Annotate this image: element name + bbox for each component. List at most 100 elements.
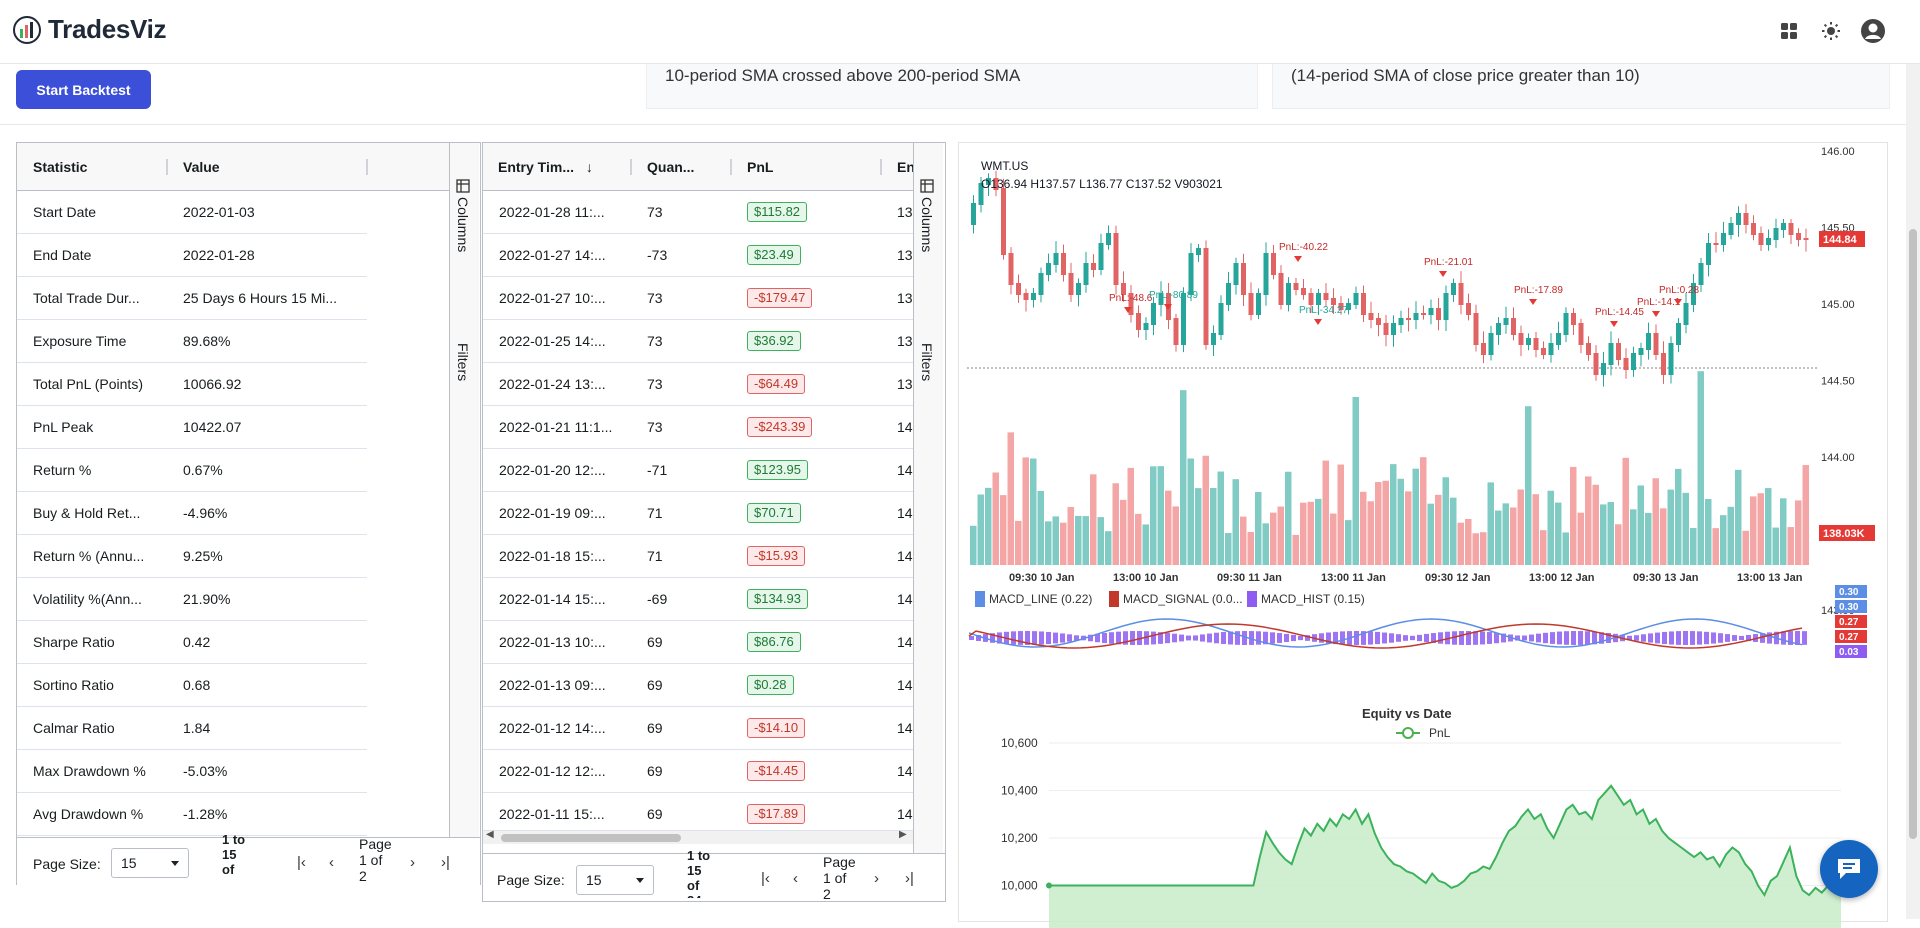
header-quantity[interactable]: Quan... (647, 159, 695, 175)
time-axis-tick: 09:30 11 Jan (1217, 572, 1282, 584)
exit-condition-box[interactable]: (14-period SMA of close price greater th… (1272, 64, 1890, 109)
macd-hist-bar (1319, 633, 1324, 643)
chat-support-button[interactable] (1820, 840, 1878, 898)
table-row[interactable]: Avg Drawdown % -1.28% (17, 793, 367, 836)
scroll-left-icon[interactable]: ◀ (486, 829, 494, 840)
candle-body (1293, 283, 1299, 290)
table-row[interactable]: Return % 0.67% (17, 449, 367, 492)
user-avatar-icon[interactable] (1860, 18, 1886, 44)
next-page-icon[interactable]: › (874, 870, 879, 887)
columns-tool-tab[interactable]: Columns (919, 179, 935, 252)
header-resize-handle[interactable] (880, 159, 882, 175)
horizontal-scrollbar[interactable]: ◀ ▶ (483, 829, 913, 844)
entry-condition-box[interactable]: 10-period SMA crossed above 200-period S… (646, 64, 1258, 109)
macd-hist-bar (1389, 633, 1394, 643)
table-row[interactable]: 2022-01-24 13:... 73 -$64.49 13 (483, 363, 913, 406)
table-row[interactable]: 2022-01-18 15:... 71 -$15.93 14 (483, 535, 913, 578)
table-row[interactable]: 2022-01-27 14:... -73 $23.49 13 (483, 234, 913, 277)
candle-body (1653, 333, 1659, 355)
filters-tool-tab[interactable]: Filters (919, 343, 935, 381)
table-row[interactable]: Total Trade Dur... 25 Days 6 Hours 15 Mi.… (17, 277, 367, 320)
table-row[interactable]: 2022-01-11 15:... 69 -$17.89 14 (483, 793, 913, 830)
table-row[interactable]: Exposure Time 89.68% (17, 320, 367, 363)
table-row[interactable]: Return % (Annu... 9.25% (17, 535, 367, 578)
table-row[interactable]: 2022-01-12 14:... 69 -$14.10 14 (483, 707, 913, 750)
pnl-cell: $123.95 (731, 449, 881, 491)
table-row[interactable]: 2022-01-25 14:... 73 $36.92 13 (483, 320, 913, 363)
candle-body (1008, 253, 1014, 285)
pnl-badge: $86.76 (747, 632, 801, 652)
y-axis-tick: 10,400 (1001, 784, 1038, 798)
table-row[interactable]: Buy & Hold Ret... -4.96% (17, 492, 367, 535)
apps-grid-icon[interactable] (1776, 18, 1802, 44)
page-scrollbar-thumb[interactable] (1909, 229, 1917, 839)
page-size-select[interactable]: 15 (111, 848, 189, 878)
volume-bar (1600, 504, 1607, 565)
candle-body (1571, 313, 1576, 325)
last-page-icon[interactable]: ›| (441, 854, 450, 871)
candle-body (1638, 348, 1644, 355)
horizontal-scrollbar-thumb[interactable] (501, 834, 681, 842)
volume-bar (1232, 479, 1239, 565)
equity-point (1046, 882, 1052, 889)
table-row[interactable]: End Date 2022-01-28 (17, 234, 367, 277)
table-row[interactable]: 2022-01-27 10:... 73 -$179.47 13 (483, 277, 913, 320)
table-row[interactable]: Start Date 2022-01-03 (17, 191, 367, 234)
page-size-select[interactable]: 15 (576, 865, 654, 895)
candle-body (1563, 313, 1569, 335)
header-resize-handle[interactable] (730, 159, 732, 175)
table-row[interactable]: 2022-01-20 12:... -71 $123.95 14 (483, 449, 913, 492)
header-resize-handle[interactable] (630, 159, 632, 175)
macd-hist-bar (1214, 632, 1219, 644)
filters-tool-tab[interactable]: Filters (455, 343, 471, 381)
candle-body (1151, 303, 1156, 325)
header-resize-handle[interactable] (366, 159, 368, 175)
table-row[interactable]: 2022-01-13 10:... 69 $86.76 14 (483, 621, 913, 664)
pnl-badge: $123.95 (747, 460, 808, 480)
table-row[interactable]: PnL Peak 10422.07 (17, 406, 367, 449)
header-resize-handle[interactable] (166, 159, 168, 175)
table-row[interactable]: Sharpe Ratio 0.42 (17, 621, 367, 664)
header-entry-time[interactable]: Entry Tim... ↓ (483, 143, 603, 190)
table-row[interactable]: 2022-01-28 11:... 73 $115.82 13 (483, 191, 913, 234)
page-vertical-scrollbar[interactable] (1906, 64, 1920, 919)
macd-hist-bar (1116, 631, 1121, 645)
table-row[interactable]: 2022-01-12 12:... 69 -$14.45 14 (483, 750, 913, 793)
macd-hist-bar (1501, 633, 1506, 643)
pnl-cell: -$179.47 (731, 277, 881, 319)
table-row[interactable]: Sortino Ratio 0.68 (17, 664, 367, 707)
header-pnl[interactable]: PnL (747, 159, 774, 175)
sort-descending-icon[interactable]: ↓ (585, 159, 593, 175)
scroll-right-icon[interactable]: ▶ (899, 829, 907, 840)
table-row[interactable]: Volatility %(Ann... 21.90% (17, 578, 367, 621)
entry-time-cell: 2022-01-13 10:... (499, 634, 606, 650)
header-statistic[interactable]: Statistic (33, 159, 88, 175)
table-row[interactable]: 2022-01-14 15:... -69 $134.93 14 (483, 578, 913, 621)
pnl-badge: $0.28 (747, 675, 794, 695)
columns-tool-tab[interactable]: Columns (455, 179, 471, 252)
price-chart[interactable]: 146.00145.50145.00144.50144.00143.50143.… (959, 143, 1889, 663)
macd-value-tag (1835, 630, 1867, 643)
table-row[interactable]: Max Drawdown % -5.03% (17, 750, 367, 793)
table-row[interactable]: Total PnL (Points) 10066.92 (17, 363, 367, 406)
equity-chart[interactable]: Equity vs Date PnL 10,600 10,400 10,200 10,00… (959, 698, 1889, 928)
macd-hist-bar (1011, 631, 1016, 645)
table-row[interactable]: 2022-01-13 09:... 69 $0.28 14 (483, 664, 913, 707)
start-backtest-button[interactable]: Start Backtest (16, 70, 151, 109)
previous-page-icon[interactable]: ‹ (793, 870, 798, 887)
logo[interactable]: TradesViz (12, 14, 167, 45)
header-value[interactable]: Value (183, 159, 220, 175)
previous-page-icon[interactable]: ‹ (329, 854, 334, 871)
macd-hist-bar (1571, 631, 1576, 645)
first-page-icon[interactable]: |‹ (297, 854, 306, 871)
macd-hist-bar (1095, 633, 1100, 643)
table-row[interactable]: 2022-01-21 11:1... 73 -$243.39 14 (483, 406, 913, 449)
last-page-icon[interactable]: ›| (905, 870, 914, 887)
first-page-icon[interactable]: |‹ (761, 870, 770, 887)
candle-body (1646, 333, 1651, 350)
table-row[interactable]: Calmar Ratio 1.84 (17, 707, 367, 750)
next-page-icon[interactable]: › (410, 854, 415, 871)
table-row[interactable]: 2022-01-19 09:... 71 $70.71 14 (483, 492, 913, 535)
theme-toggle-sun-icon[interactable] (1818, 18, 1844, 44)
header-entry-price[interactable]: En (897, 159, 913, 175)
